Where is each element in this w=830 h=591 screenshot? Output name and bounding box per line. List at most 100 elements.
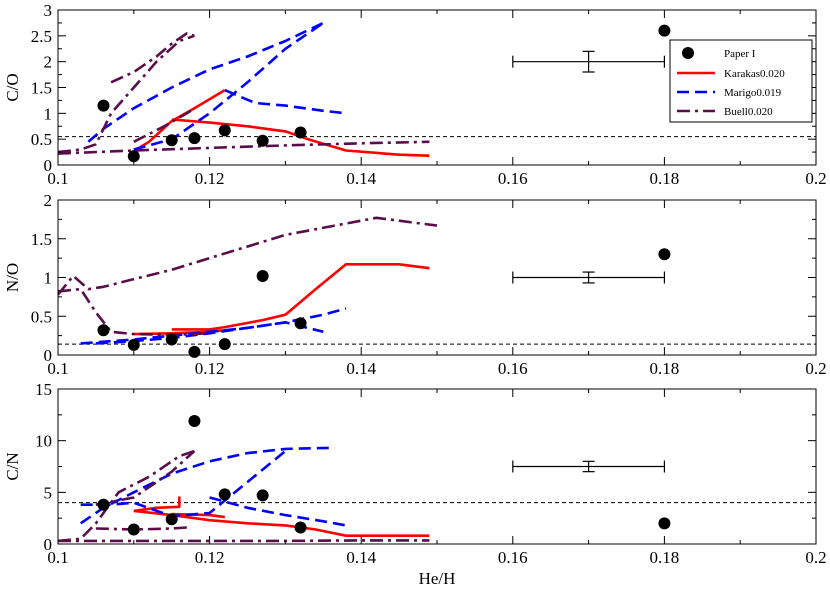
data-point <box>294 521 307 534</box>
x-tick-label: 0.16 <box>498 548 528 567</box>
y-tick-label: 15 <box>35 380 52 399</box>
data-point <box>127 150 140 163</box>
data-point <box>294 317 307 330</box>
data-point <box>97 498 110 511</box>
data-point <box>97 324 110 337</box>
y-tick-label: 0.5 <box>31 130 52 149</box>
series-line-marigo <box>87 21 324 143</box>
legend-label: Paper I <box>724 48 756 60</box>
series-line-karakas <box>133 88 226 153</box>
x-tick-label: 0.18 <box>650 169 680 188</box>
data-point <box>218 488 231 501</box>
panel-c-n: 0.1 0.12 0.14 0.16 0.18 0.2 0 5 10 15 C/N <box>3 380 827 567</box>
x-axis-title: He/H <box>419 569 456 588</box>
error-bar <box>512 271 666 284</box>
x-tick-label: 0.2 <box>805 169 826 188</box>
legend-label: Buell0.020 <box>724 106 773 118</box>
y-axis-title: C/O <box>3 73 22 101</box>
y-tick-label: 3 <box>44 1 53 20</box>
data-point <box>218 124 231 137</box>
x-tick-label: 0.16 <box>498 169 528 188</box>
data-point <box>256 269 269 282</box>
y-axis-ticks: 0 5 10 15 <box>35 380 816 554</box>
series-line-marigo <box>224 88 347 115</box>
y-tick-label: 2 <box>44 53 53 72</box>
y-tick-label: 0 <box>44 156 53 175</box>
data-point <box>165 134 178 147</box>
error-bar <box>512 50 666 73</box>
series-group <box>58 216 438 345</box>
series-line-karakas <box>171 262 430 331</box>
y-axis-title: N/O <box>3 263 22 292</box>
panel-c-o: 0.1 0.12 0.14 0.16 0.18 0.2 0 0.5 1 1.5 2 2.5 3 C/O Pa… <box>3 1 827 188</box>
data-point <box>188 345 201 358</box>
y-axis-title: C/N <box>3 452 22 480</box>
x-tick-label: 0.1 <box>47 359 68 378</box>
x-tick-label: 0.1 <box>47 548 68 567</box>
x-tick-label: 0.1 <box>47 169 68 188</box>
y-axis-ticks: 0 0.5 1 1.5 2 <box>31 191 816 365</box>
series-line-buell <box>58 287 210 337</box>
series-line-buell <box>110 31 195 84</box>
y-tick-label: 5 <box>44 483 53 502</box>
y-tick-label: 10 <box>35 432 52 451</box>
x-tick-label: 0.2 <box>805 359 826 378</box>
series-line-karakas <box>133 496 181 513</box>
chart-panels: 0.1 0.12 0.14 0.16 0.18 0.200.511.522.53C/OPa… <box>3 1 827 567</box>
series-line-buell <box>95 450 196 506</box>
series-line-marigo <box>95 307 347 345</box>
data-point <box>218 338 231 351</box>
y-tick-label: 1 <box>44 269 53 288</box>
data-point <box>165 513 178 526</box>
series-line-karakas <box>133 509 430 538</box>
y-tick-label: 1 <box>44 104 53 123</box>
data-point <box>658 248 671 261</box>
data-point <box>97 99 110 112</box>
data-point <box>127 523 140 536</box>
x-tick-label: 0.16 <box>498 359 528 378</box>
legend-marker-paper-i <box>682 47 694 59</box>
x-axis-ticks: 0.1 0.12 0.14 0.16 0.18 0.2 <box>47 200 827 378</box>
series-line-marigo <box>79 446 331 525</box>
series-line-marigo <box>133 21 325 151</box>
series-line-buell <box>133 107 196 143</box>
data-point <box>127 338 140 351</box>
series-line-buell <box>58 140 430 155</box>
error-bar <box>512 460 666 473</box>
legend-label: Karakas0.020 <box>724 68 785 80</box>
series-group <box>58 21 430 157</box>
series-line-buell <box>95 526 187 531</box>
data-point <box>256 134 269 147</box>
y-tick-label: 0 <box>44 346 53 365</box>
panel-n-o: 0.1 0.12 0.14 0.16 0.18 0.2 0 0.5 1 1.5 2 N/O <box>3 191 827 378</box>
series-line-marigo <box>209 496 347 527</box>
y-tick-label: 2.5 <box>31 27 52 46</box>
series-line-marigo <box>80 449 287 518</box>
series-line-buell <box>58 449 195 543</box>
data-point <box>256 489 269 502</box>
series-line-karakas <box>171 512 225 519</box>
x-tick-label: 0.12 <box>195 359 225 378</box>
data-point <box>658 24 671 37</box>
plot-frame <box>57 199 817 356</box>
x-tick-label: 0.14 <box>346 169 376 188</box>
y-tick-label: 2 <box>44 191 53 210</box>
series-line-buell <box>58 539 430 543</box>
x-axis-ticks: 0.1 0.12 0.14 0.16 0.18 0.2 <box>47 389 827 567</box>
series-line-buell <box>58 34 195 154</box>
x-axis-ticks: 0.1 0.12 0.14 0.16 0.18 0.2 <box>47 10 827 188</box>
y-axis-ticks: 0 0.5 1 1.5 2 2.5 3 <box>31 1 816 175</box>
x-tick-label: 0.18 <box>650 548 680 567</box>
x-tick-label: 0.12 <box>195 169 225 188</box>
y-tick-label: 0.5 <box>31 307 52 326</box>
data-point <box>658 517 671 530</box>
x-tick-label: 0.12 <box>195 548 225 567</box>
legend: Paper I Karakas0.020 Marigo0.019 Buell0.020 <box>669 39 813 123</box>
y-tick-label: 1.5 <box>31 230 52 249</box>
x-tick-label: 0.2 <box>805 548 826 567</box>
data-point <box>188 415 201 428</box>
y-tick-label: 0 <box>44 535 53 554</box>
data-point <box>165 333 178 346</box>
legend-label: Marigo0.019 <box>724 87 782 99</box>
